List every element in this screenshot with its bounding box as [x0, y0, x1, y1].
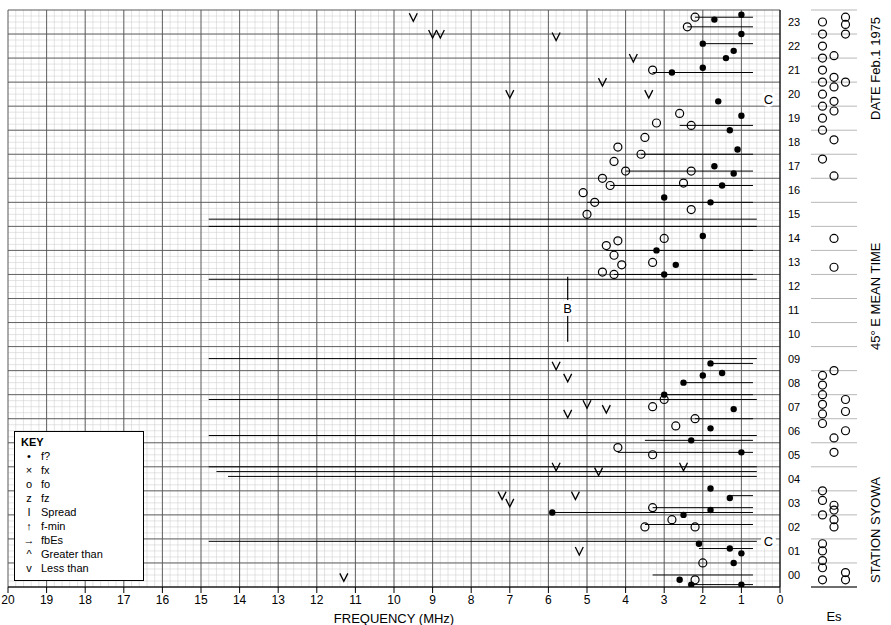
- svg-text:05: 05: [788, 449, 800, 461]
- svg-text:19: 19: [788, 112, 800, 124]
- svg-text:7: 7: [506, 593, 513, 607]
- svg-text:FREQUENCY (MHz): FREQUENCY (MHz): [334, 611, 454, 625]
- svg-text:45° E MEAN TIME: 45° E MEAN TIME: [868, 242, 883, 350]
- html-text:Greater than: Greater than: [41, 548, 103, 560]
- svg-text:14: 14: [788, 232, 800, 244]
- svg-text:06: 06: [788, 425, 800, 437]
- svg-text:Es: Es: [826, 609, 842, 624]
- svg-text:01: 01: [788, 545, 800, 557]
- svg-text:12: 12: [310, 593, 324, 607]
- svg-text:17: 17: [117, 593, 131, 607]
- html-text:fx: fx: [41, 464, 50, 476]
- svg-text:23: 23: [788, 16, 800, 28]
- html-text:f-min: f-min: [41, 520, 66, 532]
- svg-text:2: 2: [699, 593, 706, 607]
- svg-text:08: 08: [788, 377, 800, 389]
- svg-text:C: C: [764, 534, 773, 549]
- svg-text:18: 18: [79, 593, 93, 607]
- svg-text:20: 20: [788, 88, 800, 100]
- html-text:Spread: Spread: [41, 506, 77, 518]
- svg-text:03: 03: [788, 497, 800, 509]
- svg-text:STATION SYOWA: STATION SYOWA: [868, 477, 883, 583]
- svg-text:10: 10: [387, 593, 401, 607]
- html-text:fbEs: fbEs: [41, 534, 63, 546]
- svg-text:5: 5: [584, 593, 591, 607]
- svg-text:9: 9: [429, 593, 436, 607]
- html-text:fz: fz: [41, 492, 50, 504]
- svg-text:07: 07: [788, 401, 800, 413]
- html-text:v: v: [26, 562, 32, 574]
- svg-text:14: 14: [233, 593, 247, 607]
- svg-text:8: 8: [468, 593, 475, 607]
- svg-text:15: 15: [788, 208, 800, 220]
- svg-text:16: 16: [788, 184, 800, 196]
- svg-text:DATE Feb.1 1975: DATE Feb.1 1975: [868, 17, 883, 120]
- html-text:f?: f?: [41, 450, 51, 462]
- svg-text:C: C: [764, 92, 773, 107]
- html-text:I: I: [27, 506, 31, 518]
- svg-text:04: 04: [788, 473, 800, 485]
- html-text:o: o: [25, 478, 33, 490]
- svg-text:19: 19: [40, 593, 54, 607]
- svg-text:6: 6: [545, 593, 552, 607]
- html-text:fo: fo: [41, 478, 51, 490]
- svg-text:13: 13: [272, 593, 286, 607]
- svg-text:17: 17: [788, 160, 800, 172]
- svg-text:00: 00: [788, 569, 800, 581]
- svg-text:4: 4: [622, 593, 629, 607]
- svg-text:1: 1: [738, 593, 745, 607]
- svg-text:0: 0: [777, 593, 784, 607]
- html-text:KEY: KEY: [21, 436, 44, 448]
- svg-text:13: 13: [788, 256, 800, 268]
- svg-text:12: 12: [788, 280, 800, 292]
- svg-text:18: 18: [788, 136, 800, 148]
- svg-text:B: B: [563, 301, 572, 316]
- svg-text:02: 02: [788, 521, 800, 533]
- svg-text:15: 15: [194, 593, 208, 607]
- svg-text:11: 11: [788, 304, 799, 316]
- svg-text:3: 3: [661, 593, 668, 607]
- svg-text:10: 10: [788, 328, 800, 340]
- svg-text:11: 11: [349, 593, 362, 607]
- svg-text:16: 16: [156, 593, 170, 607]
- svg-text:20: 20: [1, 593, 15, 607]
- html-text:z: z: [26, 492, 32, 504]
- svg-text:09: 09: [788, 353, 800, 365]
- svg-text:21: 21: [788, 64, 800, 76]
- html-text:Less than: Less than: [41, 562, 89, 574]
- svg-text:22: 22: [788, 40, 800, 52]
